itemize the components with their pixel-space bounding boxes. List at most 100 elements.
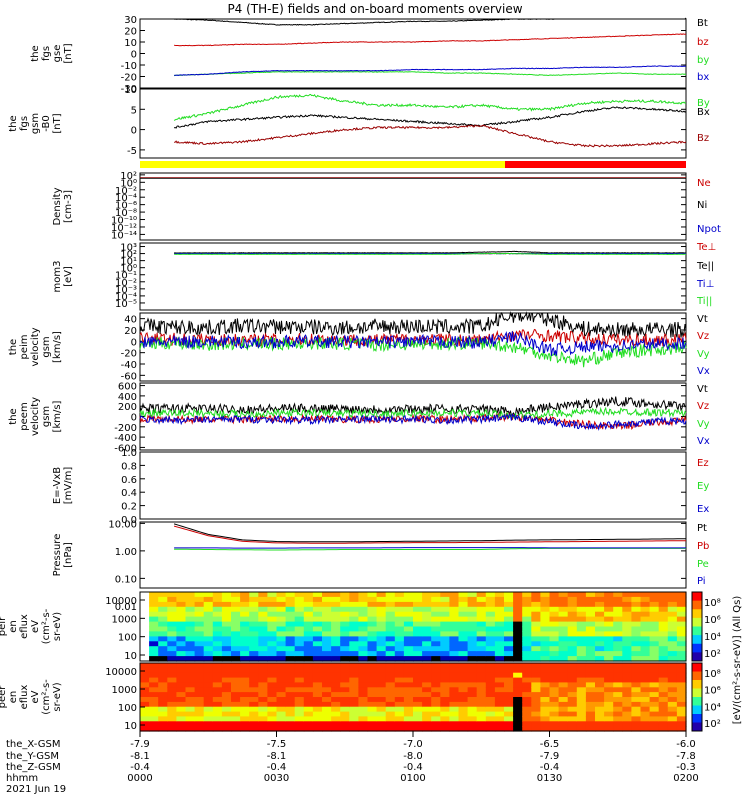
- heatmap-cell: [185, 716, 196, 722]
- heatmap-cell: [613, 611, 623, 618]
- heatmap-cell: [422, 636, 432, 642]
- heatmap-cell: [613, 663, 623, 669]
- heatmap-cell: [403, 706, 414, 713]
- heatmap-cell: [494, 606, 505, 613]
- heatmap-cell: [240, 682, 250, 688]
- heatmap-cell: [585, 601, 596, 608]
- heatmap-cell: [276, 636, 287, 642]
- heatmap-cell: [158, 601, 168, 608]
- heatmap-cell: [167, 663, 177, 669]
- heatmap-cell: [513, 667, 523, 674]
- heatmap-cell: [467, 711, 478, 718]
- heatmap-cell: [240, 672, 250, 679]
- heatmap-cell: [312, 641, 323, 647]
- heatmap-cell: [558, 611, 569, 618]
- heatmap-cell: [376, 646, 387, 652]
- heatmap-cell: [458, 667, 469, 674]
- heatmap-cell: [540, 621, 551, 628]
- heatmap-cell: [658, 592, 669, 598]
- heatmap-cell: [249, 646, 259, 652]
- heatmap-cell: [276, 656, 287, 662]
- series-line-bt: [173, 17, 687, 26]
- series-line-bz: [174, 124, 687, 148]
- heatmap-cell: [176, 656, 187, 662]
- heatmap-cell: [667, 716, 678, 722]
- heatmap-cell: [513, 656, 523, 662]
- heatmap-cell: [413, 663, 423, 669]
- heatmap-cell: [622, 706, 632, 713]
- heatmap-cell: [185, 646, 196, 652]
- heatmap-cell: [649, 721, 660, 727]
- heatmap-cell: [567, 721, 578, 727]
- y-axis-label-line: gsm: [41, 406, 52, 427]
- heatmap-cell: [431, 687, 441, 693]
- heatmap-cell: [522, 663, 532, 669]
- heatmap-cell: [585, 663, 596, 669]
- x-tick-label: -7.5: [267, 739, 287, 750]
- y-axis-label-line: [cm-3]: [63, 190, 74, 223]
- colorbar-tick-label: 10²: [704, 719, 721, 730]
- heatmap-cell: [585, 672, 596, 679]
- heatmap-cell: [494, 716, 505, 722]
- heatmap-cell: [531, 592, 541, 598]
- heatmap-cell: [631, 611, 642, 618]
- heatmap-cell: [549, 592, 560, 598]
- heatmap-cell: [212, 606, 223, 613]
- heatmap-cell: [413, 716, 423, 722]
- heatmap-cell: [540, 716, 551, 722]
- heatmap-cell: [194, 636, 205, 642]
- heatmap-cell: [285, 677, 296, 684]
- heatmap-cell: [595, 601, 605, 608]
- heatmap-cell: [531, 687, 541, 693]
- heatmap-cell: [649, 716, 660, 722]
- heatmap-cell: [185, 636, 196, 642]
- heatmap-cell: [413, 701, 423, 708]
- heatmap-cell: [467, 596, 478, 603]
- heatmap-cell: [249, 692, 259, 698]
- heatmap-cell: [258, 656, 268, 662]
- heatmap-cell: [422, 677, 432, 684]
- mode-bar-fast: [505, 161, 686, 168]
- heatmap-cell: [221, 672, 232, 679]
- heatmap-cell: [176, 667, 187, 674]
- heatmap-cell: [194, 721, 205, 727]
- heatmap-cell: [367, 592, 378, 598]
- series-line-pb: [173, 525, 686, 544]
- heatmap-cell: [403, 651, 414, 657]
- heatmap-cell: [267, 651, 278, 657]
- heatmap-cell: [158, 651, 168, 657]
- heatmap-cell: [467, 692, 478, 698]
- heatmap-cell: [212, 711, 223, 718]
- heatmap-cell: [231, 721, 241, 727]
- y-axis-label-line: [nT]: [63, 43, 74, 63]
- heatmap-cell: [431, 601, 441, 608]
- heatmap-cell: [140, 716, 150, 722]
- heatmap-cell: [649, 667, 660, 674]
- heatmap-cell: [613, 672, 623, 679]
- heatmap-cell: [140, 726, 150, 732]
- heatmap-cell: [567, 667, 578, 674]
- heatmap-cell: [358, 626, 369, 632]
- heatmap-cell: [158, 711, 168, 718]
- heatmap-cell: [676, 663, 687, 669]
- heatmap-cell: [631, 656, 642, 662]
- heatmap-cell: [540, 682, 551, 688]
- heatmap-cell: [476, 631, 487, 637]
- heatmap-cell: [676, 726, 687, 732]
- heatmap-cell: [203, 706, 214, 713]
- x-tick-label: -7.9: [130, 739, 150, 750]
- heatmap-cell: [203, 687, 214, 693]
- heatmap-cell: [440, 667, 450, 674]
- heatmap-cell: [394, 621, 405, 628]
- heatmap-cell: [294, 726, 305, 732]
- heatmap-cell: [567, 711, 578, 718]
- heatmap-cell: [622, 656, 632, 662]
- heatmap-cell: [485, 692, 496, 698]
- heatmap-cell: [613, 641, 623, 647]
- legend-entry: By: [697, 98, 710, 109]
- heatmap-cell: [303, 701, 314, 708]
- heatmap-cell: [631, 697, 642, 703]
- heatmap-cell: [658, 631, 669, 637]
- heatmap-cell: [158, 626, 168, 632]
- heatmap-cell: [576, 667, 587, 674]
